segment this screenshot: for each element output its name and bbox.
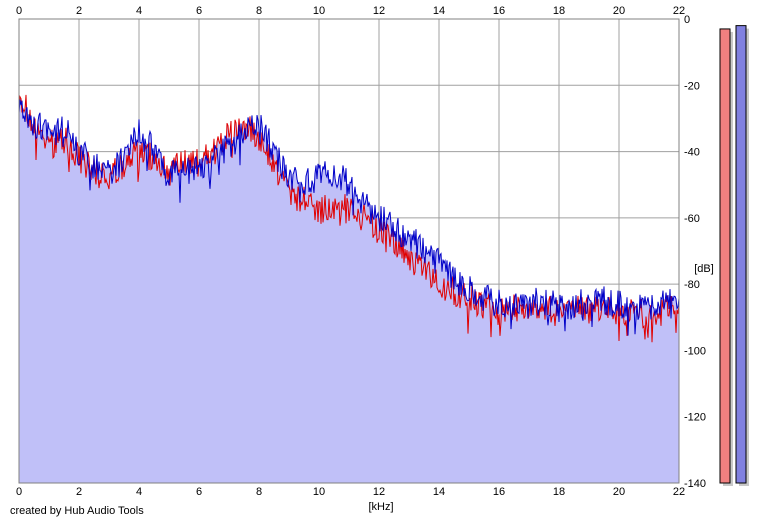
- x-tick-label-top: 14: [433, 5, 445, 17]
- y-tick-label: -20: [684, 80, 700, 92]
- x-tick-label-bottom: 12: [373, 486, 385, 498]
- y-tick-label: -80: [684, 279, 700, 291]
- y-tick-label: 0: [684, 14, 690, 26]
- y-tick-label: -60: [684, 213, 700, 225]
- footer-credit: created by Hub Audio Tools: [10, 505, 144, 517]
- level-meter-right: [735, 25, 747, 484]
- x-tick-label-bottom: 8: [256, 486, 262, 498]
- x-tick-label-bottom: 20: [613, 486, 625, 498]
- x-tick-label-bottom: 0: [16, 486, 22, 498]
- y-tick-label: -120: [684, 412, 706, 424]
- x-tick-label-top: 6: [196, 5, 202, 17]
- x-tick-label-top: 4: [136, 5, 142, 17]
- series-line-1: [18, 99, 680, 336]
- tick-labels: 002244668810101212141416161818202022220-…: [16, 5, 706, 498]
- plot-frame: [18, 18, 680, 484]
- x-tick-label-bottom: 22: [673, 486, 685, 498]
- x-tick-label-top: 18: [553, 5, 565, 17]
- x-tick-label-top: 2: [76, 5, 82, 17]
- spectrum-fill: [19, 94, 679, 484]
- level-meter-left: [719, 28, 731, 484]
- x-tick-label-bottom: 16: [493, 486, 505, 498]
- x-axis-label: [kHz]: [368, 501, 393, 513]
- y-tick-label: -100: [684, 345, 706, 357]
- x-tick-label-bottom: 18: [553, 486, 565, 498]
- y-axis-label: [dB]: [694, 263, 714, 275]
- x-tick-label-bottom: 10: [313, 486, 325, 498]
- x-tick-label-top: 20: [613, 5, 625, 17]
- spectrum-area: [19, 94, 679, 484]
- x-tick-label-top: 22: [673, 5, 685, 17]
- level-meters: [719, 25, 749, 486]
- x-tick-label-bottom: 14: [433, 486, 445, 498]
- x-tick-label-top: 8: [256, 5, 262, 17]
- x-tick-label-top: 10: [313, 5, 325, 17]
- x-tick-label-bottom: 6: [196, 486, 202, 498]
- x-tick-label-top: 0: [16, 5, 22, 17]
- y-tick-label: -140: [684, 478, 706, 490]
- series-lines: [18, 94, 680, 343]
- y-tick-label: -40: [684, 147, 700, 159]
- x-tick-label-bottom: 2: [76, 486, 82, 498]
- x-tick-label-top: 12: [373, 5, 385, 17]
- x-tick-label-bottom: 4: [136, 486, 142, 498]
- x-tick-label-top: 16: [493, 5, 505, 17]
